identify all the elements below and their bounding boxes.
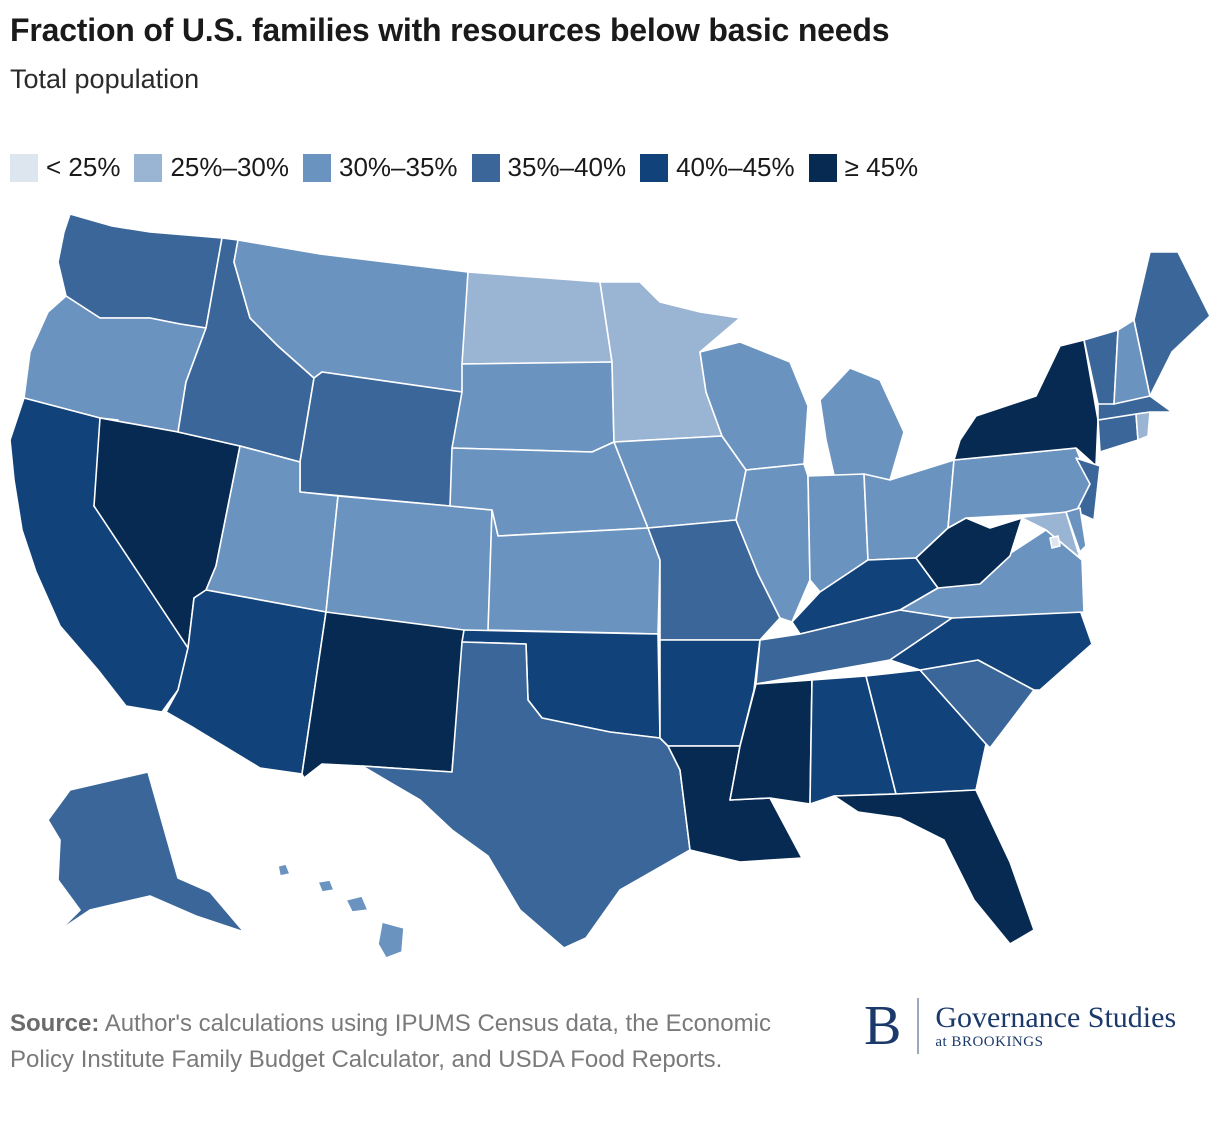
state-hawaii[interactable] bbox=[277, 863, 405, 959]
legend-item: ≥ 45% bbox=[808, 152, 919, 183]
legend-swatch bbox=[640, 153, 669, 182]
legend: < 25% 25%–30% 30%–35% 35%–40% 40%–45% ≥ … bbox=[10, 152, 932, 183]
state-south-dakota[interactable] bbox=[451, 361, 615, 453]
source-text: Author's calculations using IPUMS Census… bbox=[10, 1010, 771, 1073]
state-west-virginia[interactable] bbox=[915, 517, 1023, 589]
legend-item: < 25% bbox=[10, 152, 120, 183]
state-new-york[interactable] bbox=[953, 339, 1099, 467]
state-district-of-columbia[interactable] bbox=[1049, 535, 1061, 549]
legend-swatch bbox=[808, 153, 837, 182]
state-florida[interactable] bbox=[833, 789, 1035, 945]
legend-item: 25%–30% bbox=[134, 152, 289, 183]
state-georgia[interactable] bbox=[865, 669, 987, 795]
legend-label: 30%–35% bbox=[339, 152, 458, 182]
legend-swatch bbox=[10, 153, 38, 182]
legend-label: ≥ 45% bbox=[844, 152, 919, 182]
state-delaware[interactable] bbox=[1065, 507, 1087, 553]
state-new-jersey[interactable] bbox=[1075, 457, 1101, 521]
legend-label: 40%–45% bbox=[676, 152, 795, 182]
legend-swatch bbox=[134, 153, 163, 182]
legend-label: < 25% bbox=[46, 152, 121, 182]
legend-item: 35%–40% bbox=[471, 152, 627, 183]
legend-item: 30%–35% bbox=[303, 152, 458, 183]
state-michigan[interactable] bbox=[819, 367, 905, 485]
state-maine[interactable] bbox=[1133, 251, 1211, 397]
state-new-mexico[interactable] bbox=[301, 611, 465, 779]
brand-text: Governance Studies at BROOKINGS bbox=[919, 1000, 1177, 1051]
source-note: Source: Author's calculations using IPUM… bbox=[10, 1006, 810, 1078]
brookings-logo: B Governance Studies at BROOKINGS bbox=[864, 998, 1176, 1054]
state-north-dakota[interactable] bbox=[461, 271, 613, 365]
legend-label: 35%–40% bbox=[507, 152, 627, 182]
state-alaska[interactable] bbox=[33, 771, 245, 957]
legend-swatch bbox=[471, 153, 500, 182]
us-choropleth-map bbox=[9, 213, 1211, 959]
brand-mark: B bbox=[864, 998, 920, 1054]
state-maryland[interactable] bbox=[999, 511, 1081, 559]
legend-swatch bbox=[303, 153, 331, 182]
chart-subtitle: Total population bbox=[10, 64, 200, 94]
brand-name: Governance Studies bbox=[935, 1000, 1177, 1034]
source-label: Source: bbox=[10, 1010, 100, 1037]
state-wyoming[interactable] bbox=[299, 371, 463, 507]
state-rhode-island[interactable] bbox=[1135, 411, 1151, 441]
legend-label: 25%–30% bbox=[170, 152, 289, 182]
state-texas[interactable] bbox=[361, 641, 691, 949]
legend-item: 40%–45% bbox=[640, 152, 795, 183]
brand-sub: at BROOKINGS bbox=[935, 1033, 1044, 1050]
chart-title: Fraction of U.S. families with resources… bbox=[10, 12, 890, 48]
